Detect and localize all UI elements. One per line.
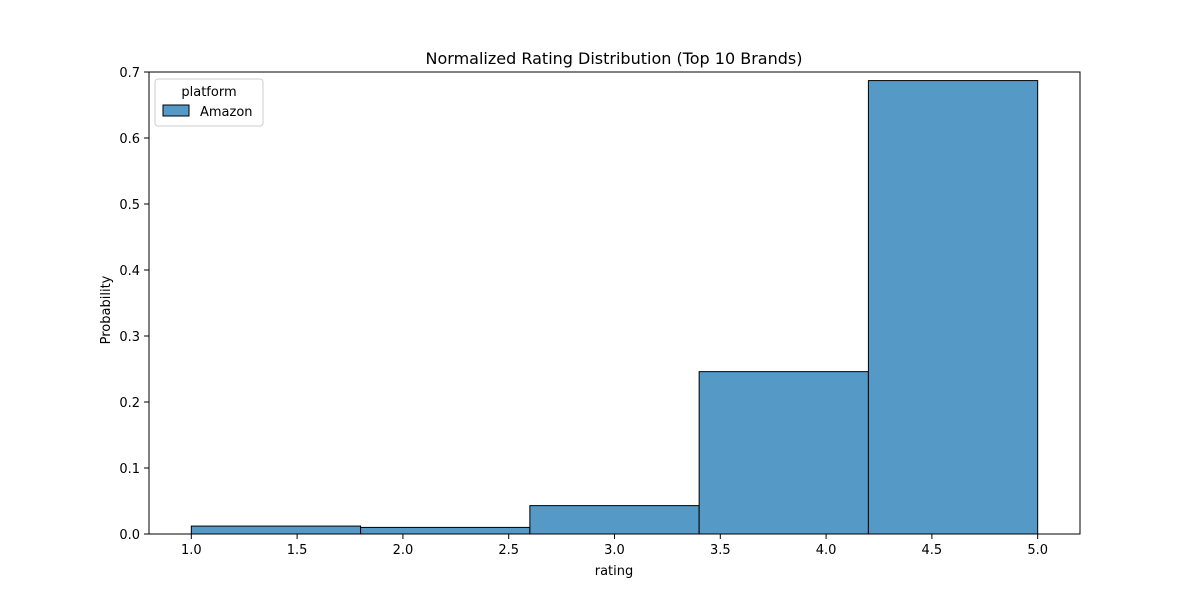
legend-swatch-amazon <box>162 104 190 117</box>
x-axis-ticks: 1.0 1.5 2.0 2.5 3.0 3.5 4.0 4.5 5.0 <box>181 534 1048 558</box>
y-axis-label: Probability <box>99 275 114 344</box>
y-tick-label: 0.5 <box>119 198 140 213</box>
x-tick-label: 3.5 <box>710 543 731 558</box>
chart-title: Normalized Rating Distribution (Top 10 B… <box>426 49 803 68</box>
x-tick-label: 2.5 <box>498 543 519 558</box>
bars-group <box>190 80 1039 535</box>
y-tick-label: 0.1 <box>119 462 140 477</box>
x-tick-label: 1.5 <box>287 543 308 558</box>
histogram-bar-3 <box>529 505 700 535</box>
y-tick-label: 0.4 <box>119 264 140 279</box>
y-tick-label: 0.2 <box>119 396 140 411</box>
y-tick-label: 0.0 <box>119 528 140 543</box>
x-tick-label: 3.0 <box>604 543 625 558</box>
x-tick-label: 2.0 <box>393 543 414 558</box>
histogram-bar-2 <box>360 526 531 535</box>
x-axis-label: rating <box>595 564 634 579</box>
y-tick-label: 0.6 <box>119 132 140 147</box>
legend-title: platform <box>181 85 236 100</box>
histogram-bar-1 <box>190 525 362 535</box>
legend: platform Amazon <box>154 78 264 127</box>
y-tick-label: 0.7 <box>119 66 140 81</box>
histogram-bar-5 <box>867 80 1039 535</box>
x-tick-label: 4.5 <box>922 543 943 558</box>
histogram-bar-4 <box>698 371 869 535</box>
y-tick-label: 0.3 <box>119 330 140 345</box>
legend-label-amazon: Amazon <box>200 105 253 120</box>
x-tick-label: 4.0 <box>816 543 837 558</box>
x-tick-label: 1.0 <box>181 543 202 558</box>
x-tick-label: 5.0 <box>1027 543 1048 558</box>
y-axis-ticks: 0.0 0.1 0.2 0.3 0.4 0.5 0.6 0.7 <box>119 66 149 543</box>
